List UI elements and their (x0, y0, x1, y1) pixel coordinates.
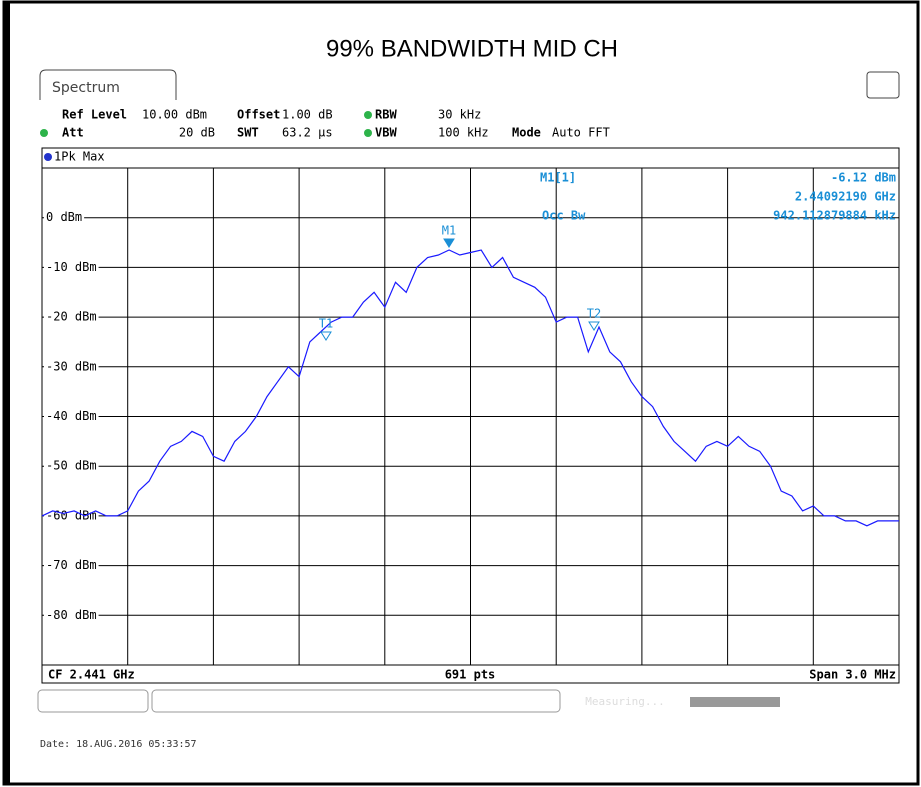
setting-name: Offset (237, 108, 280, 122)
trace (41, 249, 899, 527)
trace-bar (41, 147, 900, 169)
span: Span 3.0 MHz (809, 668, 896, 682)
marker-label: T1 (319, 317, 333, 331)
progress (690, 697, 780, 707)
marker (443, 238, 455, 248)
marker (588, 321, 600, 331)
marker-label: M1 (442, 224, 456, 238)
status-dot (364, 111, 372, 119)
label-bg (44, 210, 85, 225)
status: Measuring... (585, 695, 664, 708)
points: 691 pts (445, 668, 496, 682)
setting-value: 20 dB (179, 126, 215, 140)
label-bg (44, 409, 99, 424)
setting-value: Auto FFT (552, 126, 610, 140)
center-freq: CF 2.441 GHz (48, 668, 135, 682)
setting-name: RBW (375, 108, 397, 122)
y-tick-label: -30 dBm (46, 359, 97, 373)
tab-label: Spectrum (52, 80, 120, 96)
y-tick-label: -70 dBm (46, 558, 97, 572)
footer-bar (41, 664, 900, 684)
tab[interactable] (39, 69, 177, 100)
y-tick-label: -80 dBm (46, 608, 97, 622)
label-bg (44, 558, 99, 573)
marker-label: T2 (587, 307, 601, 321)
marker-level: -6.12 dBm (831, 171, 896, 185)
label-bg (44, 260, 99, 275)
setting-value: 30 kHz (438, 108, 481, 122)
label-bg (44, 310, 99, 325)
setting-value: 63.2 µs (282, 126, 333, 140)
title: 99% BANDWIDTH MID CH (326, 35, 618, 62)
trace-dot (44, 153, 52, 161)
status-dot (364, 129, 372, 137)
marker-name: M1[1] (540, 171, 576, 185)
setting-value: 100 kHz (438, 126, 489, 140)
setting-name: Mode (512, 126, 541, 140)
settings-panel (38, 100, 901, 148)
frame-edge (4, 2, 10, 784)
y-tick-label: -20 dBm (46, 310, 97, 324)
setting-name: Ref Level (62, 108, 127, 122)
trace-label: 1Pk Max (54, 150, 105, 164)
marker-freq: 2.44092190 GHz (795, 190, 896, 204)
marker (320, 331, 332, 341)
occ-value: 942.112879884 kHz (773, 209, 896, 223)
setting-name: SWT (237, 126, 259, 140)
setting-name: Att (62, 126, 84, 140)
label-bg (44, 459, 99, 474)
y-tick-label: -40 dBm (46, 409, 97, 423)
y-tick-label: -10 dBm (46, 260, 97, 274)
setting-value: 10.00 dBm (142, 108, 207, 122)
setting-value: 1.00 dB (282, 108, 333, 122)
status-field (37, 689, 149, 713)
setting-name: VBW (375, 126, 397, 140)
label-bg (44, 608, 99, 623)
menu-button[interactable] (866, 71, 900, 99)
status-dot (40, 129, 48, 137)
occ-label: Occ Bw (542, 209, 586, 223)
label-bg (44, 359, 99, 374)
date: Date: 18.AUG.2016 05:33:57 (40, 739, 197, 750)
y-tick-label: -50 dBm (46, 459, 97, 473)
status-field (151, 689, 561, 713)
y-tick-label: 0 dBm (46, 210, 82, 224)
